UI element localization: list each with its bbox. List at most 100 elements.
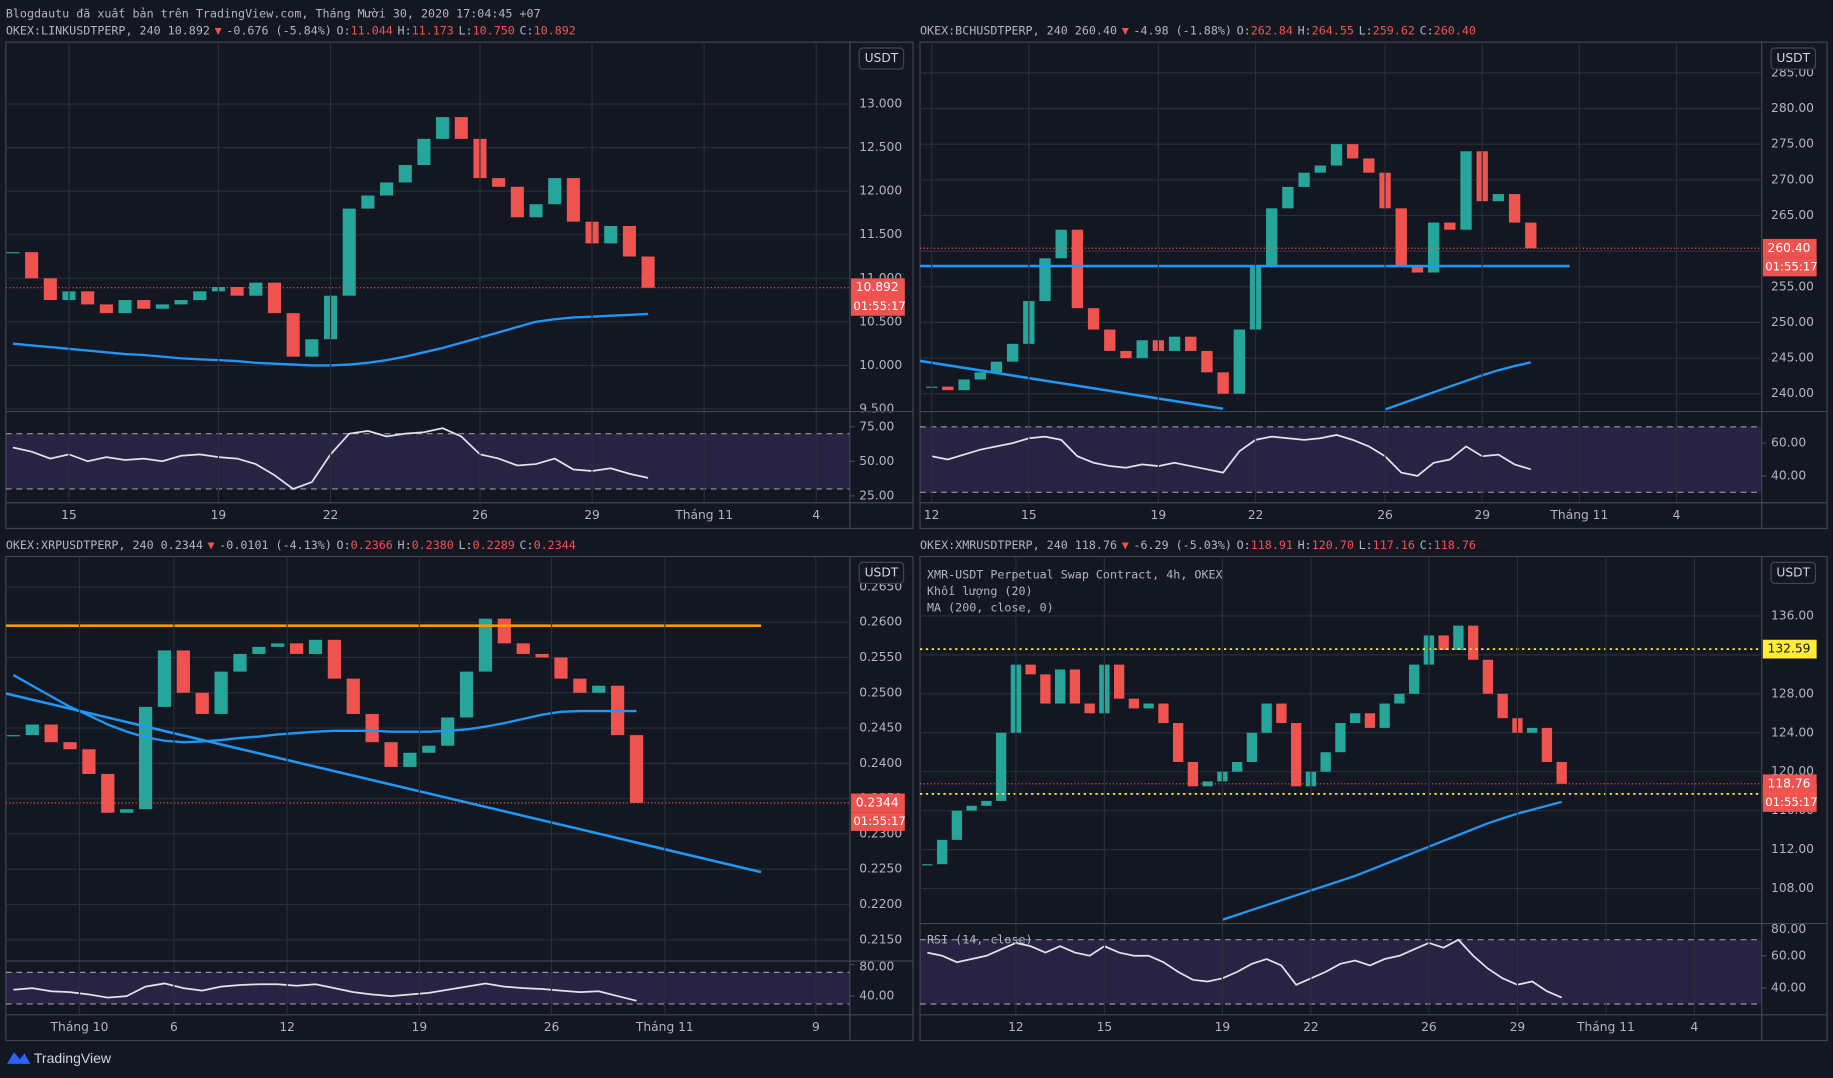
rsi-tick-label: 60.00 [1771, 948, 1806, 962]
candle [535, 653, 549, 658]
header-part: 0.2289 [473, 537, 515, 551]
candle [1282, 186, 1294, 209]
countdown: 01:55:17 [853, 299, 906, 313]
rsi-line [13, 982, 637, 1002]
candle [157, 650, 172, 707]
brand: TradingView [34, 1050, 112, 1066]
candle [1276, 703, 1287, 724]
candle [1460, 151, 1472, 230]
candle [271, 643, 285, 647]
last-price-label: 0.2344 [856, 795, 899, 809]
y-tick-label: 0.2150 [859, 932, 902, 946]
candle [1266, 208, 1278, 266]
candle [604, 226, 618, 244]
x-tick-label: 29 [584, 508, 600, 522]
last-price-label: 118.76 [1768, 776, 1811, 790]
y-tick-label: 9.500 [859, 401, 894, 415]
header-part: O: [337, 23, 351, 37]
header-part: C: [520, 23, 534, 37]
candle [1492, 194, 1505, 202]
candle [101, 773, 115, 813]
candle [981, 800, 992, 806]
countdown-box [851, 297, 905, 316]
y-tick-label: 275.00 [1771, 137, 1814, 151]
candle [1143, 703, 1154, 709]
ma-line [12, 674, 637, 744]
candle [422, 745, 436, 753]
y-tick-label: 0.2400 [859, 756, 902, 770]
candle [622, 226, 636, 257]
x-tick-label: 26 [1377, 508, 1393, 522]
x-tick-label: 19 [211, 508, 227, 522]
candle [384, 742, 398, 767]
candle [629, 735, 644, 803]
header-part: 262.84 [1251, 23, 1293, 37]
candle [958, 379, 970, 391]
header-part: -6.29 (-5.03%) [1133, 537, 1232, 551]
header-part: L: [459, 23, 473, 37]
y-tick-label: 12.500 [859, 140, 902, 154]
y-tick-label: 0.2500 [859, 685, 902, 699]
currency-box [858, 561, 905, 585]
candle [155, 304, 169, 309]
price-pane [5, 586, 850, 941]
candle [1168, 336, 1181, 351]
rsi-band [920, 939, 1762, 1005]
candle [1379, 703, 1390, 728]
candle [1172, 723, 1184, 762]
candle [1320, 752, 1331, 772]
candle [1233, 329, 1245, 394]
panel [919, 555, 1828, 1042]
candle [566, 178, 580, 222]
candle [974, 372, 986, 380]
candle [641, 256, 655, 288]
candle [1453, 625, 1464, 651]
header-part: O: [1237, 23, 1251, 37]
header-part: 260.40 [1434, 23, 1476, 37]
x-tick-label: 26 [544, 1020, 560, 1034]
candle [398, 165, 412, 183]
candle [1084, 703, 1095, 714]
header-part: H: [1298, 23, 1312, 37]
candle [1394, 693, 1405, 704]
candle [286, 313, 300, 357]
candle [510, 186, 524, 218]
candle [1427, 222, 1440, 273]
candle [230, 286, 244, 296]
y-tick-label: 10.000 [859, 358, 902, 372]
x-tick-label: Tháng 11 [674, 508, 733, 522]
rsi-band [920, 426, 1762, 493]
x-tick-label: Tháng 11 [1549, 508, 1608, 522]
candle [990, 361, 1003, 373]
header-part: L: [459, 537, 473, 551]
header-part: 10.892 [534, 23, 576, 37]
header-part: 11.173 [412, 23, 454, 37]
y-tick-label: 270.00 [1771, 172, 1814, 186]
y-tick-label: 280.00 [1771, 101, 1814, 115]
legend-text: Khối lượng (20) [927, 584, 1033, 598]
candle [193, 291, 207, 301]
countdown-box [851, 812, 905, 831]
candle [118, 300, 132, 314]
y-tick-label: 265.00 [1771, 208, 1814, 222]
header-part: OKEX:LINKUSDTPERP, 240 10.892 [6, 23, 210, 37]
candle [43, 278, 57, 301]
y-tick-label: 136.00 [1771, 608, 1814, 622]
logo-shape [7, 1052, 31, 1064]
rsi-tick-label: 50.00 [859, 454, 894, 468]
candle [497, 618, 511, 644]
candle [1069, 669, 1081, 704]
candle [1071, 229, 1084, 309]
candle [342, 208, 356, 296]
candle [99, 304, 113, 314]
candle [1364, 713, 1376, 728]
candle [1349, 713, 1361, 724]
x-tick-label: 19 [1215, 1020, 1231, 1034]
candle [1444, 222, 1456, 230]
candle [6, 252, 20, 254]
candle [81, 291, 95, 305]
candle [214, 671, 228, 714]
y-tick-label: 0.2550 [859, 650, 902, 664]
